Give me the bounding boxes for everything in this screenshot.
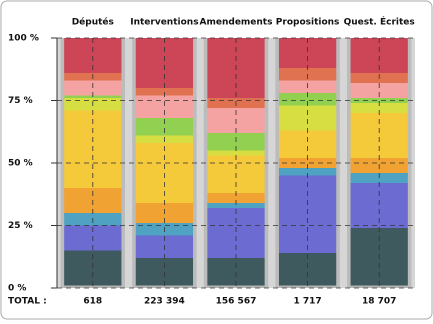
bar-segment (135, 95, 194, 118)
total-value: 1 717 (294, 297, 322, 307)
bar-segment (278, 105, 337, 131)
bar-segment (278, 175, 337, 253)
y-tick-label: 50 % (8, 159, 33, 169)
x-category-label: Interventions (130, 18, 198, 28)
bar-segment (350, 285, 408, 288)
bar-segment (350, 103, 408, 113)
x-category-label: Quest. Écrites (344, 16, 415, 28)
bar-segment (135, 38, 194, 88)
bar-segment (207, 285, 265, 288)
bar-segment (135, 88, 194, 96)
total-value: 156 567 (216, 297, 257, 307)
total-value: 618 (83, 297, 102, 307)
bar-segment (135, 285, 194, 288)
y-tick-label: 100 % (8, 34, 39, 44)
bar-segment (278, 130, 337, 158)
bar-segment (350, 98, 408, 103)
bar-segment (350, 83, 408, 98)
totals-label: TOTAL : (8, 297, 47, 307)
bar-segment (207, 208, 265, 258)
bar-segment (207, 258, 265, 286)
bar-segment (278, 93, 337, 106)
bar-segment (278, 158, 337, 168)
bar-segment (278, 285, 337, 288)
bar-segment (207, 203, 265, 208)
bar-segment (207, 150, 265, 156)
bar-segment (278, 168, 337, 176)
x-category-label: Députés (72, 17, 114, 28)
bar-segment (207, 193, 265, 203)
x-category-label: Amendements (200, 18, 273, 28)
bar-segment (135, 118, 194, 136)
y-tick-label: 25 % (8, 221, 33, 231)
bar-segment (135, 258, 194, 286)
total-value: 18 707 (362, 297, 396, 307)
y-tick-label: 0 % (8, 284, 26, 294)
bar-segment (64, 285, 122, 288)
total-value: 223 394 (144, 297, 185, 307)
y-tick-label: 75 % (8, 96, 33, 106)
x-category-label: Propositions (276, 18, 340, 28)
